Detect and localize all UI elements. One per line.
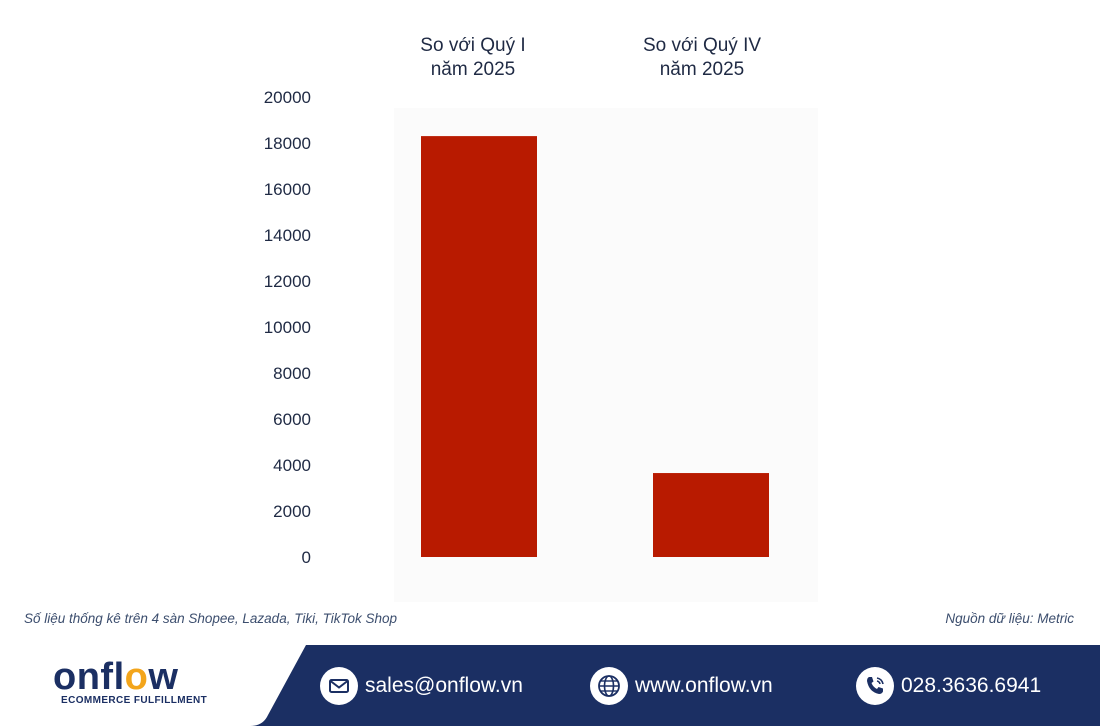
data-note: Số liệu thống kê trên 4 sàn Shopee, Laza… xyxy=(24,611,397,626)
category-label-line: năm 2025 xyxy=(431,59,516,80)
y-tick-label: 6000 xyxy=(273,410,311,429)
y-tick-label: 0 xyxy=(302,548,311,567)
logo-part-2: w xyxy=(148,656,179,698)
logo-part-1: onfl xyxy=(53,656,125,698)
logo-background xyxy=(0,645,306,726)
source-note: Nguồn dữ liệu: Metric xyxy=(945,611,1074,626)
category-label-line: năm 2025 xyxy=(660,59,745,80)
bar-chart: So với Quý I năm 2025 So với Quý IV năm 202… xyxy=(263,35,769,567)
y-tick-label: 16000 xyxy=(264,180,311,199)
bars xyxy=(421,136,769,557)
phone-text: 028.3636.6941 xyxy=(901,674,1042,697)
category-label-line: So với Quý I xyxy=(420,35,525,56)
category-label-line: So với Quý IV xyxy=(643,35,761,56)
y-tick-label: 10000 xyxy=(264,318,311,337)
email-text: sales@onflow.vn xyxy=(365,674,523,697)
category-labels: So với Quý I năm 2025 So với Quý IV năm 202… xyxy=(420,35,761,80)
email-icon xyxy=(320,667,358,705)
contact-email[interactable]: sales@onflow.vn xyxy=(320,666,523,706)
globe-icon xyxy=(590,667,628,705)
y-tick-label: 14000 xyxy=(264,226,311,245)
phone-icon xyxy=(856,667,894,705)
logo-tagline: ECOMMERCE FULFILLMENT xyxy=(61,695,208,706)
category-label-2: So với Quý IV năm 2025 xyxy=(643,35,761,80)
footer-bar: onflow ECOMMERCE FULFILLMENT sales@onflo… xyxy=(0,645,1100,726)
y-tick-label: 18000 xyxy=(264,134,311,153)
logo-part-highlight: o xyxy=(124,656,149,698)
y-tick-label: 4000 xyxy=(273,456,311,475)
category-label-1: So với Quý I năm 2025 xyxy=(420,35,525,80)
contact-phone[interactable]: 028.3636.6941 xyxy=(856,666,1041,706)
bar-1 xyxy=(421,136,537,557)
website-text: www.onflow.vn xyxy=(635,674,773,697)
bar-2 xyxy=(653,473,769,557)
y-tick-label: 8000 xyxy=(273,364,311,383)
y-tick-label: 12000 xyxy=(264,272,311,291)
y-tick-label: 2000 xyxy=(273,502,311,521)
contact-website[interactable]: www.onflow.vn xyxy=(590,666,773,706)
y-tick-label: 20000 xyxy=(264,88,311,107)
logo[interactable]: onflow ECOMMERCE FULFILLMENT xyxy=(0,645,310,726)
y-axis-ticks: 0 2000 4000 6000 8000 10000 12000 14000 16000 180… xyxy=(264,88,311,567)
logo-wordmark: onflow xyxy=(53,655,178,699)
